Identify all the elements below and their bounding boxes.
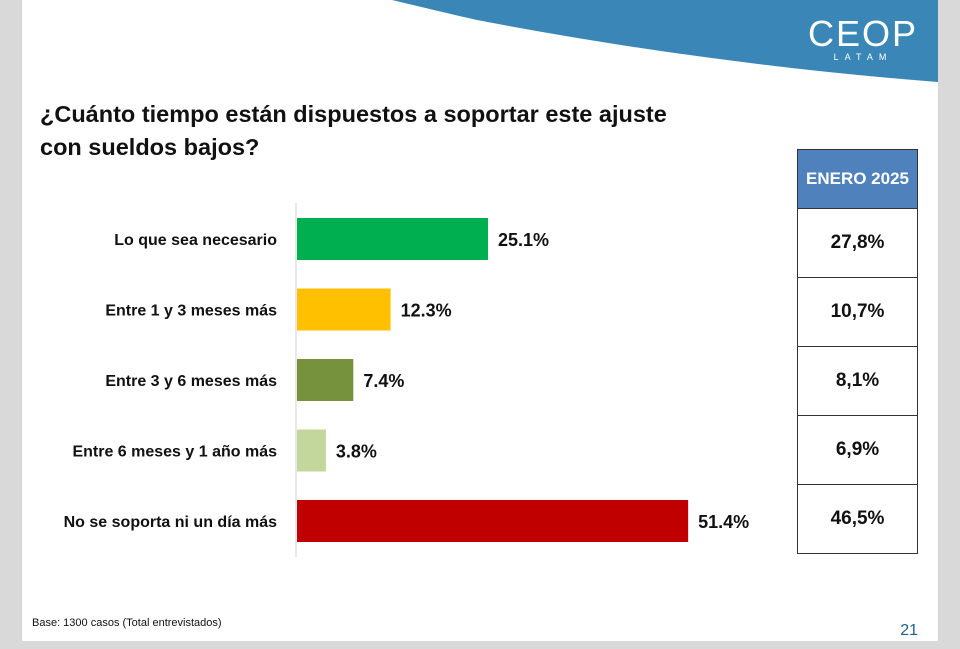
brand-name: CEOP bbox=[808, 13, 919, 54]
comparison-cell: 46,5% bbox=[797, 484, 918, 554]
page-title: ¿Cuánto tiempo están dispuestos a soport… bbox=[40, 101, 667, 160]
value-label: 12.3% bbox=[401, 301, 452, 321]
category-label: Lo que sea necesario bbox=[114, 232, 277, 249]
base-note: Base: 1300 casos (Total entrevistados) bbox=[32, 617, 222, 629]
value-label: 7.4% bbox=[363, 371, 404, 391]
bar bbox=[297, 359, 354, 401]
comparison-cell: 27,8% bbox=[797, 208, 918, 278]
comparison-table: ENERO 2025 27,8% 10,7% 8,1% 6,9% 46,5% bbox=[797, 149, 918, 554]
bar bbox=[297, 500, 689, 542]
comparison-cell: 8,1% bbox=[797, 346, 918, 416]
bar bbox=[297, 288, 391, 331]
bar bbox=[297, 218, 489, 260]
comparison-cell: 6,9% bbox=[797, 415, 918, 485]
bar-chart: Lo que sea necesario 25.1% Entre 1 y 3 mes… bbox=[64, 203, 749, 557]
value-label: 51.4% bbox=[698, 512, 749, 532]
slide: CEOP LATAM ¿Cuánto tiempo están dispuest… bbox=[22, 0, 938, 641]
comparison-cell: 10,7% bbox=[797, 277, 918, 347]
bar bbox=[297, 429, 326, 472]
comparison-header: ENERO 2025 bbox=[797, 149, 918, 209]
value-label: 3.8% bbox=[336, 442, 377, 462]
bars-layer: Lo que sea necesario 25.1% Entre 1 y 3 mes… bbox=[64, 218, 749, 542]
brand-subtitle: LATAM bbox=[833, 52, 893, 62]
category-label: No se soporta ni un día más bbox=[64, 514, 277, 531]
value-label: 25.1% bbox=[498, 230, 549, 250]
header-banner bbox=[22, 0, 938, 82]
category-label: Entre 6 meses y 1 año más bbox=[72, 444, 277, 461]
category-label: Entre 1 y 3 meses más bbox=[105, 303, 277, 320]
category-label: Entre 3 y 6 meses más bbox=[105, 373, 277, 390]
brand-logo: CEOP LATAM bbox=[808, 13, 919, 63]
page-number: 21 bbox=[900, 622, 918, 639]
